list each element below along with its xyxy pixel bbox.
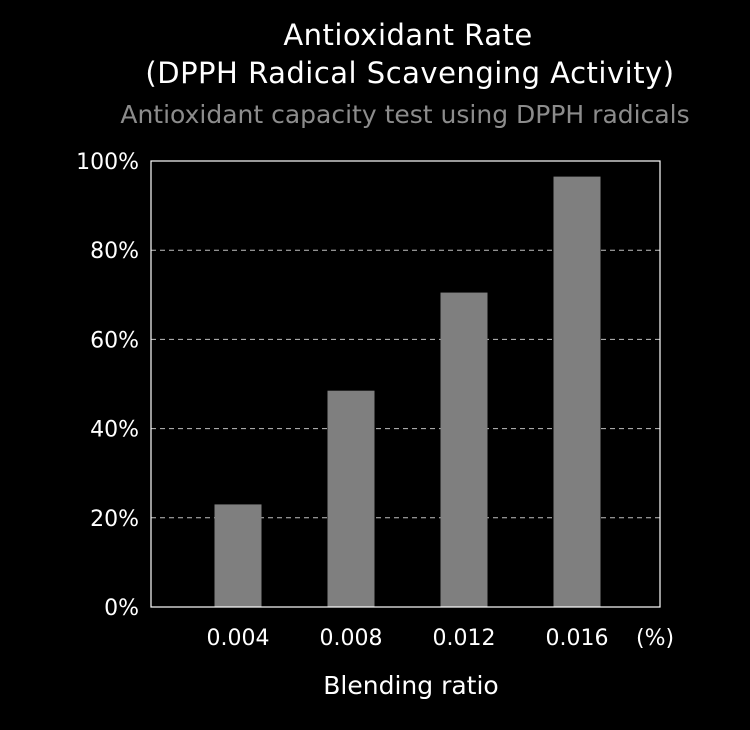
x-axis-unit-label: (%)	[636, 626, 674, 651]
chart-title-line-2: (DPPH Radical Scavenging Activity)	[145, 56, 675, 90]
y-axis-ticks: 0% 20% 40% 60% 80% 100%	[76, 150, 139, 621]
y-tick-label: 80%	[90, 239, 139, 264]
x-axis-ticks: 0.004 0.008 0.012 0.016	[207, 626, 609, 651]
x-tick-label: 0.016	[546, 626, 609, 651]
plot-area-frame	[150, 160, 661, 608]
y-tick-label: 60%	[90, 328, 139, 353]
y-tick-label: 40%	[90, 418, 139, 443]
bar-0.004	[214, 504, 262, 607]
y-tick-label: 0%	[104, 596, 139, 621]
bars	[214, 176, 601, 608]
bar-0.016	[553, 176, 601, 608]
chart-title-line-1: Antioxidant Rate	[283, 18, 533, 52]
x-tick-label: 0.012	[433, 626, 496, 651]
chart-subtitle: Antioxidant capacity test using DPPH rad…	[120, 100, 690, 129]
y-tick-label: 20%	[90, 507, 139, 532]
x-axis-title: Blending ratio	[323, 671, 498, 700]
y-tick-label: 100%	[76, 150, 139, 175]
x-tick-label: 0.004	[207, 626, 270, 651]
x-tick-label: 0.008	[320, 626, 383, 651]
bar-0.008	[327, 390, 375, 607]
bar-0.012	[440, 292, 488, 607]
